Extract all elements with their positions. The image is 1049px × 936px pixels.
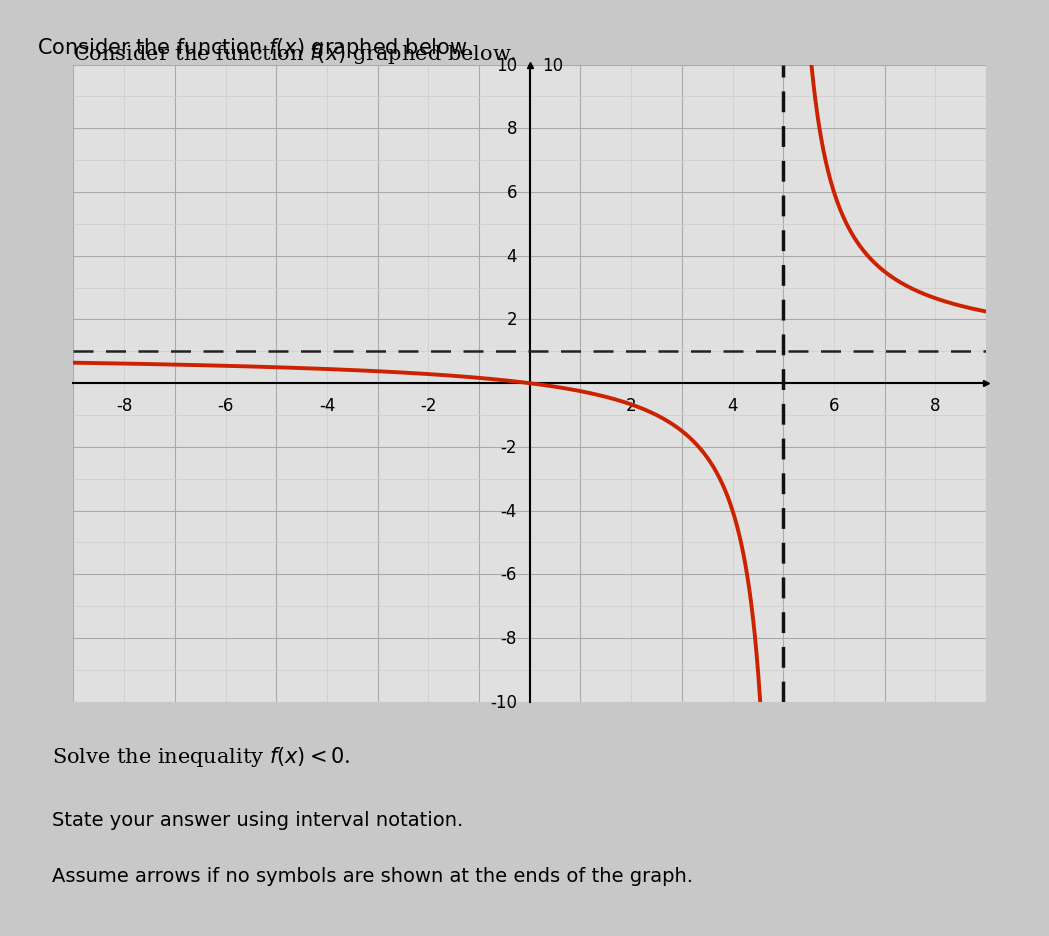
Text: -6: -6 — [217, 397, 234, 415]
Text: -6: -6 — [500, 565, 517, 584]
Text: Consider the function $f(x)$ graphed below.: Consider the function $f(x)$ graphed bel… — [73, 42, 517, 66]
Text: -10: -10 — [490, 693, 517, 711]
Text: -4: -4 — [319, 397, 335, 415]
Text: 2: 2 — [626, 397, 637, 415]
Text: Assume arrows if no symbols are shown at the ends of the graph.: Assume arrows if no symbols are shown at… — [52, 866, 693, 885]
Text: 8: 8 — [507, 120, 517, 139]
Text: -8: -8 — [116, 397, 132, 415]
Text: 2: 2 — [507, 311, 517, 329]
Text: 10: 10 — [496, 56, 517, 75]
Text: State your answer using interval notation.: State your answer using interval notatio… — [52, 810, 464, 828]
Text: Consider the function $f(x)$ graphed below.: Consider the function $f(x)$ graphed bel… — [37, 37, 473, 61]
Text: 6: 6 — [829, 397, 839, 415]
Text: 6: 6 — [507, 183, 517, 202]
Text: 8: 8 — [930, 397, 941, 415]
Text: 10: 10 — [542, 56, 563, 75]
Text: -2: -2 — [500, 438, 517, 457]
Text: -2: -2 — [420, 397, 436, 415]
Text: -8: -8 — [500, 629, 517, 648]
Text: -4: -4 — [500, 502, 517, 520]
Text: 4: 4 — [507, 247, 517, 266]
Text: 4: 4 — [727, 397, 737, 415]
Text: Solve the inequality $f(x) < 0$.: Solve the inequality $f(x) < 0$. — [52, 744, 351, 768]
